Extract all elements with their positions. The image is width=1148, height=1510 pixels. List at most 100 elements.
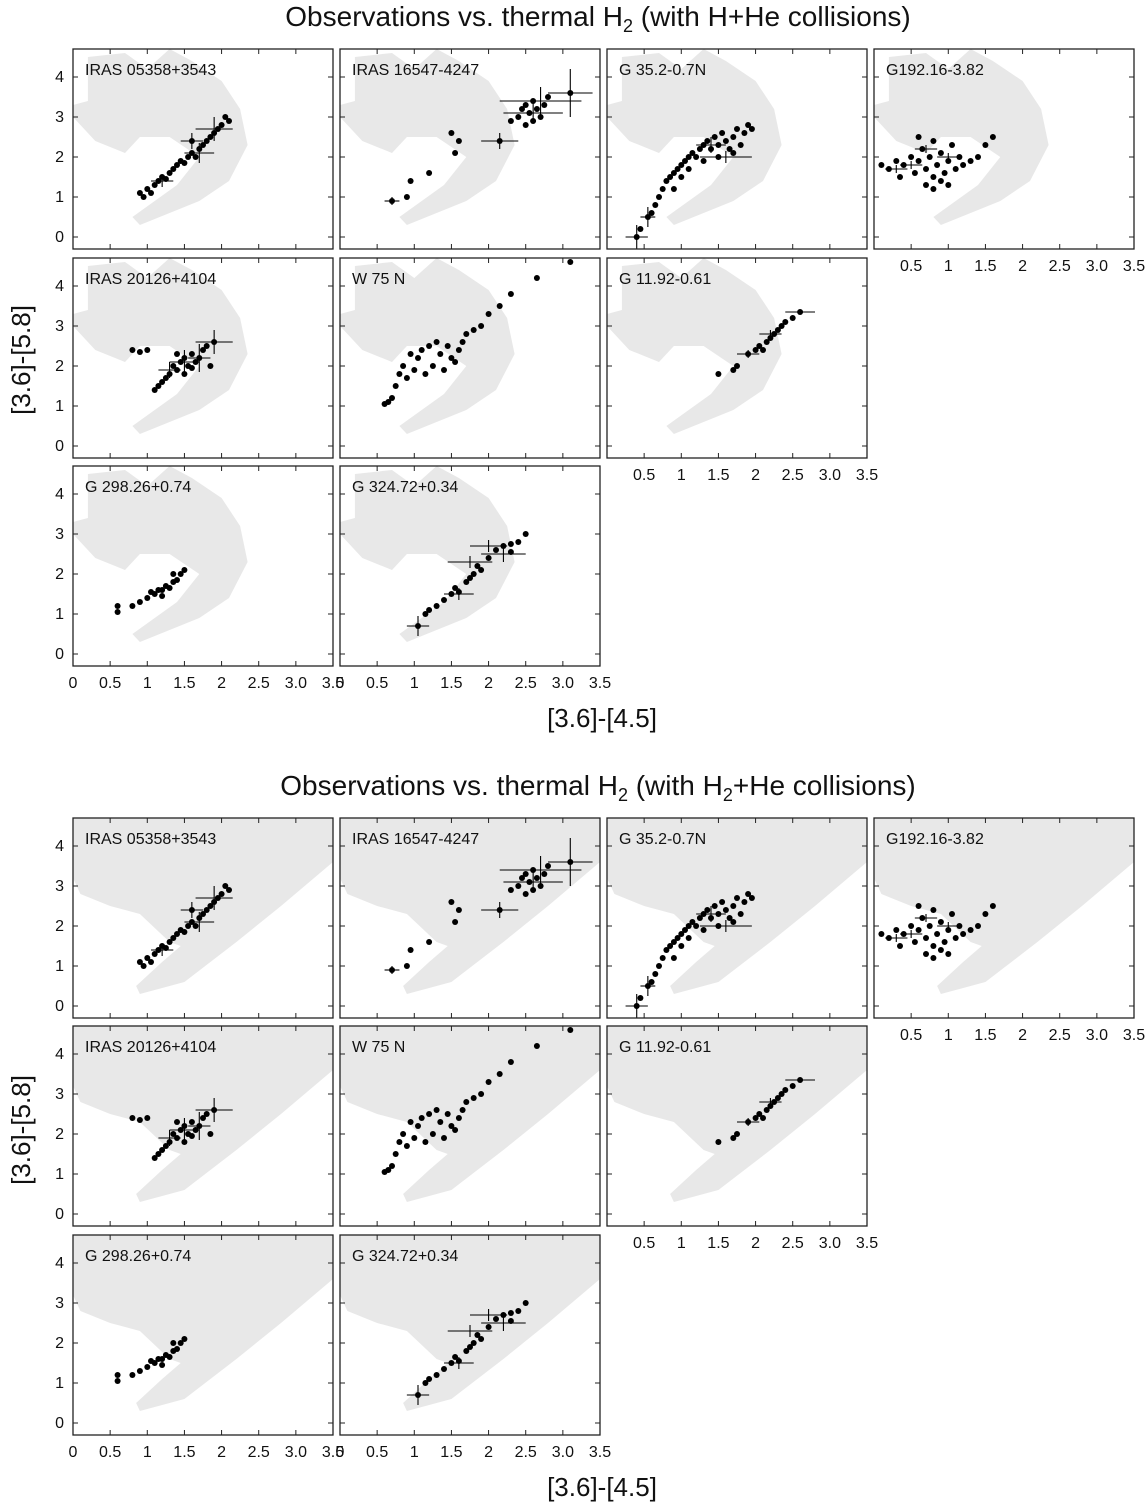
data-point [711, 903, 718, 909]
data-point [467, 575, 473, 581]
title-part: 2 [618, 785, 628, 805]
data-point [403, 194, 410, 200]
data-point [400, 363, 407, 369]
data-point [771, 331, 778, 337]
data-point [166, 939, 173, 945]
data-point [485, 1324, 492, 1330]
data-point [452, 919, 459, 925]
y-tick-label: 0 [55, 998, 64, 1015]
panel-frame [339, 257, 601, 459]
data-point [493, 1316, 499, 1322]
panel-frame [606, 817, 868, 1019]
y-tick-label: 0 [55, 646, 64, 663]
panel-g-11-92-0-61: G 11.92-0.61 0.5 1 1.5 2 2.5 3.0 3.5 [606, 1025, 878, 1252]
data-point [919, 146, 926, 152]
data-point [689, 919, 696, 925]
data-point [945, 927, 952, 933]
data-point [945, 951, 952, 957]
data-point [174, 162, 180, 168]
data-point [526, 110, 533, 116]
data-point [148, 190, 154, 196]
panel-frame [339, 1234, 601, 1436]
data-point [730, 150, 737, 156]
model-region [607, 258, 782, 434]
data-point [188, 907, 195, 913]
data-point [140, 194, 147, 200]
data-point [533, 1043, 540, 1049]
data-point [211, 1107, 218, 1113]
data-point [708, 146, 714, 152]
data-point [448, 355, 455, 361]
x-tick-label: 2.5 [248, 675, 270, 692]
data-point [211, 339, 218, 345]
data-point [519, 106, 525, 112]
data-point [166, 1139, 173, 1145]
data-point [507, 1310, 514, 1316]
data-point [478, 567, 485, 573]
data-point [541, 102, 548, 108]
x-tick-label: 1.5 [440, 1444, 462, 1461]
x-tick-label: 3.0 [1086, 1027, 1108, 1044]
data-point [696, 915, 703, 921]
data-point [693, 154, 700, 160]
x-tick-label: 0.5 [99, 1444, 121, 1461]
data-point [151, 182, 158, 188]
data-point [418, 1115, 425, 1121]
panel-iras-05358-3543: IRAS 05358+3543 0 1 2 3 4 [55, 48, 334, 250]
data-point [426, 939, 433, 945]
data-point [207, 134, 214, 140]
data-point [385, 399, 392, 405]
x-tick-label: 3.5 [589, 675, 611, 692]
data-point [426, 607, 433, 613]
y-tick-label: 4 [55, 486, 64, 503]
x-tick-label: 3.5 [856, 467, 878, 484]
data-point [196, 146, 203, 152]
data-point [452, 1354, 459, 1360]
data-point [114, 603, 121, 609]
model-region [73, 1026, 333, 1202]
data-point [930, 955, 937, 961]
panel-frame [873, 48, 1135, 250]
data-point [155, 383, 162, 389]
panel-frame [72, 1234, 334, 1436]
data-point [422, 371, 429, 377]
data-point [893, 158, 900, 164]
data-point [496, 303, 503, 309]
panel-frame [72, 1025, 334, 1227]
model-region [340, 818, 600, 994]
data-point [203, 1111, 210, 1117]
data-point [170, 363, 177, 369]
data-point [181, 1123, 188, 1129]
panel-iras-16547-4247: IRAS 16547-4247 [339, 48, 601, 250]
data-point [148, 959, 154, 965]
data-point [415, 1392, 421, 1398]
y-tick-label: 3 [55, 1086, 64, 1103]
data-point [700, 927, 707, 933]
panel-label: IRAS 16547-4247 [352, 62, 479, 79]
data-point [689, 150, 696, 156]
x-tick-label: 1 [944, 1027, 953, 1044]
data-point [567, 1027, 574, 1033]
panel-w-75-n: W 75 N [339, 257, 601, 459]
x-tick-label: 3.5 [856, 1235, 878, 1252]
data-point [685, 154, 692, 160]
data-point [926, 923, 933, 929]
data-point [485, 555, 492, 561]
model-region [340, 1235, 600, 1411]
data-point [155, 178, 162, 184]
panel-label: G 298.26+0.74 [85, 479, 191, 496]
title-part: (with H+He collisions) [633, 1, 911, 32]
data-point [633, 234, 640, 240]
panel-g192-16-3-82: G192.16-3.82 0.5 1 1.5 2 2.5 3.0 3.5 [873, 48, 1145, 275]
data-point [415, 355, 421, 361]
data-point [734, 1131, 740, 1137]
panel-label: IRAS 05358+3543 [85, 62, 216, 79]
data-point [745, 1119, 752, 1125]
data-point [144, 1364, 151, 1370]
data-point [470, 1340, 477, 1346]
data-point [507, 887, 514, 893]
x-tick-label: 2 [751, 1235, 760, 1252]
data-point [911, 939, 918, 945]
data-point [782, 1087, 789, 1093]
data-point [455, 589, 462, 595]
